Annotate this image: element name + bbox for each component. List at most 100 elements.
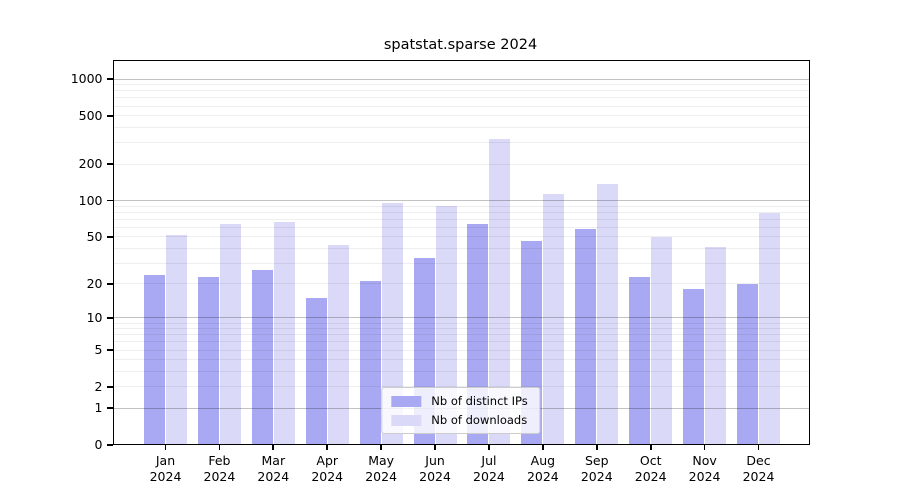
x-axis-tick-dec [757,445,760,450]
gridline-minor-200 [112,163,810,165]
y-axis-tick-2 [106,385,113,388]
gridline-minor-30 [112,262,810,264]
gridline-minor-90 [112,205,810,207]
y-axis-tick-500 [106,114,113,117]
y-axis-tick-200 [106,163,113,165]
gridline-minor-40 [112,247,810,249]
y-axis-tick-label-500: 500 [78,107,103,123]
gridline-minor-3 [112,371,810,373]
y-axis-tick-label-20: 20 [86,275,103,291]
gridline-minor-2 [112,386,810,388]
x-axis-tick-label-nov: Nov 2024 [688,453,721,484]
gridline-minor-50 [112,236,810,238]
bar-downloads-nov [705,247,727,445]
x-axis-tick-label-jan: Jan 2024 [149,453,182,484]
x-axis-tick-label-mar: Mar 2024 [257,453,290,484]
plot-area: 0 1 2 5 10 20 50 100 200 500 1000 Jan 2024 Feb 2024 M… [71,60,810,484]
bar-downloads-jun [435,206,457,445]
gridline-major-1000 [112,78,810,80]
gridline-major-100 [112,200,810,202]
bar-downloads-apr [327,244,349,445]
x-axis-tick-label-aug: Aug 2024 [526,453,559,484]
gridline-minor-400 [112,126,810,128]
bar-distinct-ips-oct [629,276,651,445]
bar-distinct-ips-dec [737,283,758,445]
x-axis-tick-jun [434,445,436,450]
y-axis-tick-label-50: 50 [86,228,103,244]
legend: Nb of distinct IPs Nb of downloads [381,387,541,434]
gridline-minor-60 [112,226,810,228]
x-axis-tick-jul [488,445,490,450]
y-axis-tick-10 [106,317,113,319]
x-axis-tick-label-jul: Jul 2024 [473,453,505,484]
y-axis-tick-label-100: 100 [78,192,103,208]
gridline-minor-7 [112,334,810,336]
y-axis-tick-1 [106,407,113,410]
y-axis-tick-1000 [106,78,113,80]
y-axis-tick-label-0: 0 [94,437,103,452]
y-axis-tick-5 [106,349,113,351]
legend-swatch-distinct-ips [391,395,422,407]
y-axis-tick-label-2: 2 [94,378,103,394]
y-axis-tick-100 [106,199,113,202]
y-axis-tick-label-200: 200 [78,156,103,172]
y-axis-tick-label-1000: 1000 [70,71,103,87]
x-axis-tick-feb [218,445,221,450]
gridline-minor-900 [112,84,810,86]
x-axis-tick-apr [326,445,329,450]
x-axis-tick-may [380,445,382,450]
bar-distinct-ips-mar [251,270,273,445]
x-axis-tick-label-may: May 2024 [365,453,398,484]
bar-distinct-ips-apr [305,298,327,445]
gridline-minor-500 [112,115,810,117]
bar-downloads-aug [543,194,565,445]
legend-label-downloads: Nb of downloads [431,413,528,427]
x-axis-tick-nov [703,445,706,450]
y-axis-tick-20 [106,282,113,285]
bar-downloads-feb [219,223,241,445]
gridline-major-10 [112,317,810,319]
gridline-minor-8 [112,328,810,330]
x-axis-tick-label-sep: Sep 2024 [580,453,613,484]
legend-item-distinct-ips: Nb of distinct IPs [391,394,528,408]
gridline-minor-4 [112,359,810,361]
bar-downloads-oct [651,236,673,445]
x-axis-tick-aug [542,445,544,450]
gridline-minor-600 [112,105,810,107]
bar-distinct-ips-feb [197,276,219,445]
y-axis-tick-50 [106,235,113,238]
y-axis-tick-label-10: 10 [86,309,103,325]
chart-title: spatstat.sparse 2024 [383,37,538,53]
bar-downloads-jan [166,234,187,445]
bar-downloads-sep [597,184,619,445]
x-axis-tick-label-jun: Jun 2024 [419,453,451,484]
x-axis-tick-oct [649,445,652,450]
x-axis-tick-sep [595,445,598,450]
gridline-minor-300 [112,142,810,144]
legend-label-distinct-ips: Nb of distinct IPs [431,394,528,408]
gridline-minor-5 [112,349,810,351]
gridline-minor-6 [112,341,810,343]
gridline-minor-700 [112,97,810,99]
gridline-minor-80 [112,211,810,213]
legend-swatch-downloads [391,414,422,426]
y-axis-tick-label-5: 5 [94,342,103,358]
y-axis-tick-0 [106,444,113,446]
x-axis-tick-label-dec: Dec 2024 [742,453,775,484]
bar-distinct-ips-may [359,281,381,445]
gridline-minor-9 [112,322,810,324]
x-axis-tick-label-feb: Feb 2024 [203,453,236,484]
bar-distinct-ips-nov [683,289,705,445]
gridline-minor-800 [112,90,810,92]
bar-downloads-jul [489,139,511,445]
bar-distinct-ips-sep [575,229,597,445]
x-axis-tick-label-oct: Oct 2024 [634,453,667,484]
gridline-minor-70 [112,218,810,220]
x-axis-tick-jan [164,445,167,450]
x-axis-tick-mar [272,445,275,450]
y-axis-tick-label-1: 1 [94,400,103,416]
bar-downloads-dec [759,212,780,445]
bar-downloads-mar [273,221,295,445]
legend-item-downloads: Nb of downloads [391,413,527,427]
